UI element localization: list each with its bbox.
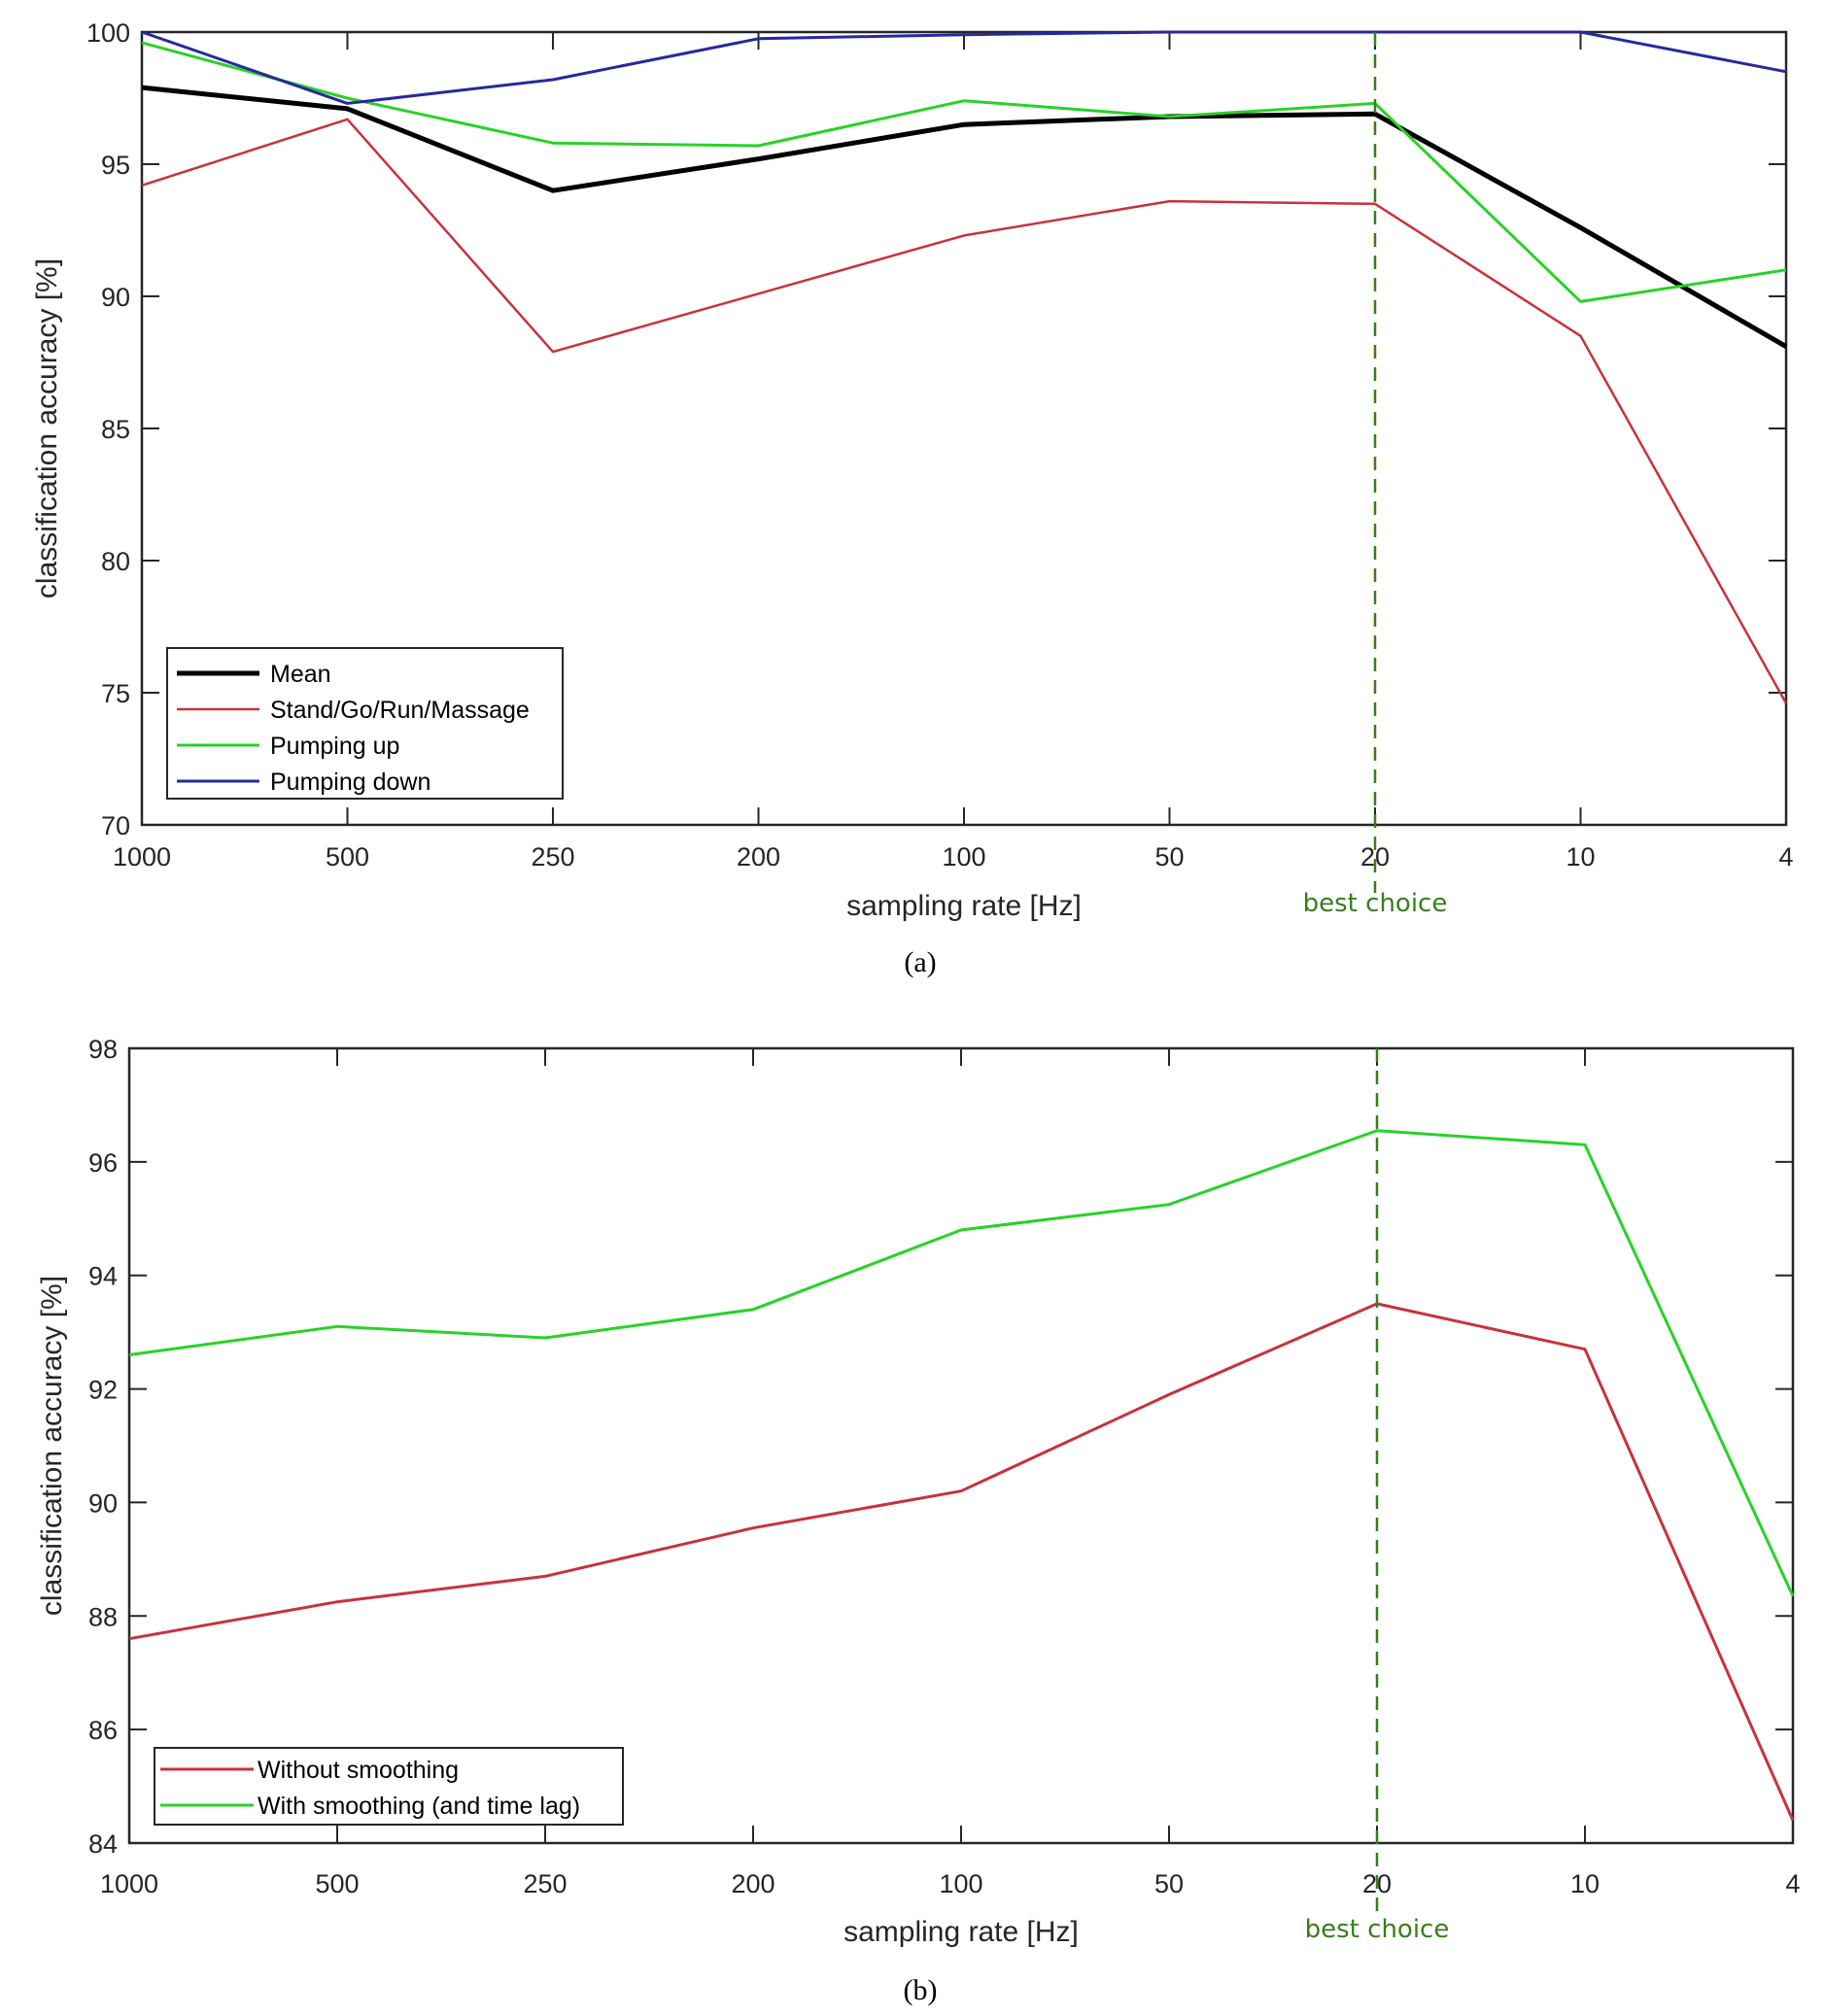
chart-b-y-axis-label: classification accuracy [%] <box>36 1276 68 1616</box>
series-line-pumping-up <box>141 41 1787 303</box>
y-tick-label: 92 <box>88 1376 118 1405</box>
x-tick-label: 100 <box>942 842 985 871</box>
legend-box <box>166 647 564 800</box>
series-line-mean <box>141 85 1788 349</box>
y-tick-label: 95 <box>101 151 130 180</box>
best-choice-label: best choice <box>1305 1915 1450 1944</box>
x-tick-label: 200 <box>737 842 780 871</box>
best-choice-label: best choice <box>1303 889 1448 918</box>
chart-a-annotations: best choice <box>1303 32 1448 918</box>
chart-a-legend: Mean Stand/Go/Run/Massage Pumping up Pumpin… <box>166 647 564 800</box>
chart-a-series <box>141 30 1788 704</box>
x-tick-label: 250 <box>531 842 574 871</box>
y-tick-label: 85 <box>101 415 130 444</box>
legend-label: Pumping down <box>270 769 430 796</box>
y-tick-label: 70 <box>101 811 130 840</box>
chart-b-x-axis-label: sampling rate [Hz] <box>843 1916 1079 1948</box>
x-tick-label: 10 <box>1570 1869 1600 1898</box>
legend-box <box>154 1747 624 1826</box>
y-tick-label: 98 <box>88 1035 118 1064</box>
x-tick-label: 4 <box>1785 1869 1800 1898</box>
x-tick-label: 100 <box>939 1869 982 1898</box>
series-line-without-smoothing <box>128 1302 1795 1822</box>
x-tick-label: 500 <box>315 1869 359 1898</box>
legend-label: Stand/Go/Run/Massage <box>270 697 530 724</box>
y-tick-label: 90 <box>101 283 130 312</box>
x-tick-label: 1000 <box>100 1869 158 1898</box>
chart-b: 1000 500 250 200 100 50 20 10 48486889092949698 … <box>36 1035 1801 2006</box>
legend-label: Without smoothing <box>258 1757 459 1784</box>
series-line-stand-go-run-massage <box>141 118 1788 704</box>
chart-b-legend: Without smoothing With smoothing (and tim… <box>154 1747 624 1826</box>
y-tick-label: 90 <box>88 1488 118 1518</box>
y-tick-label: 100 <box>86 18 130 48</box>
y-tick-label: 84 <box>88 1829 118 1859</box>
chart-a-x-axis-label: sampling rate [Hz] <box>846 890 1082 922</box>
x-tick-label: 1000 <box>113 842 171 871</box>
x-tick-label: 200 <box>731 1869 774 1898</box>
chart-b-annotations: best choice <box>1305 1048 1450 1944</box>
y-tick-label: 86 <box>88 1716 118 1745</box>
x-tick-label: 250 <box>523 1869 567 1898</box>
x-tick-label: 10 <box>1566 842 1595 871</box>
x-tick-label: 4 <box>1778 842 1793 871</box>
chart-b-series <box>128 1129 1795 1822</box>
chart-a-y-axis-label: classification accuracy [%] <box>31 258 63 598</box>
legend-label: Pumping up <box>270 733 399 760</box>
legend-label: Mean <box>270 661 331 688</box>
y-tick-label: 96 <box>88 1148 118 1178</box>
y-tick-label: 94 <box>88 1262 118 1291</box>
series-line-pumping-down <box>141 30 1787 105</box>
y-tick-label: 75 <box>101 679 130 708</box>
x-tick-label: 50 <box>1154 1869 1184 1898</box>
y-tick-label: 80 <box>101 547 130 576</box>
chart-b-caption: (b) <box>904 1974 938 2006</box>
y-tick-label: 88 <box>88 1602 118 1631</box>
chart-b-plot-frame <box>127 1046 1795 1845</box>
chart-a-caption: (a) <box>904 946 936 978</box>
series-line-with-smoothing-and-time-lag- <box>128 1129 1795 1597</box>
x-tick-label: 500 <box>326 842 369 871</box>
x-tick-label: 50 <box>1154 842 1184 871</box>
legend-label: With smoothing (and time lag) <box>258 1793 580 1820</box>
